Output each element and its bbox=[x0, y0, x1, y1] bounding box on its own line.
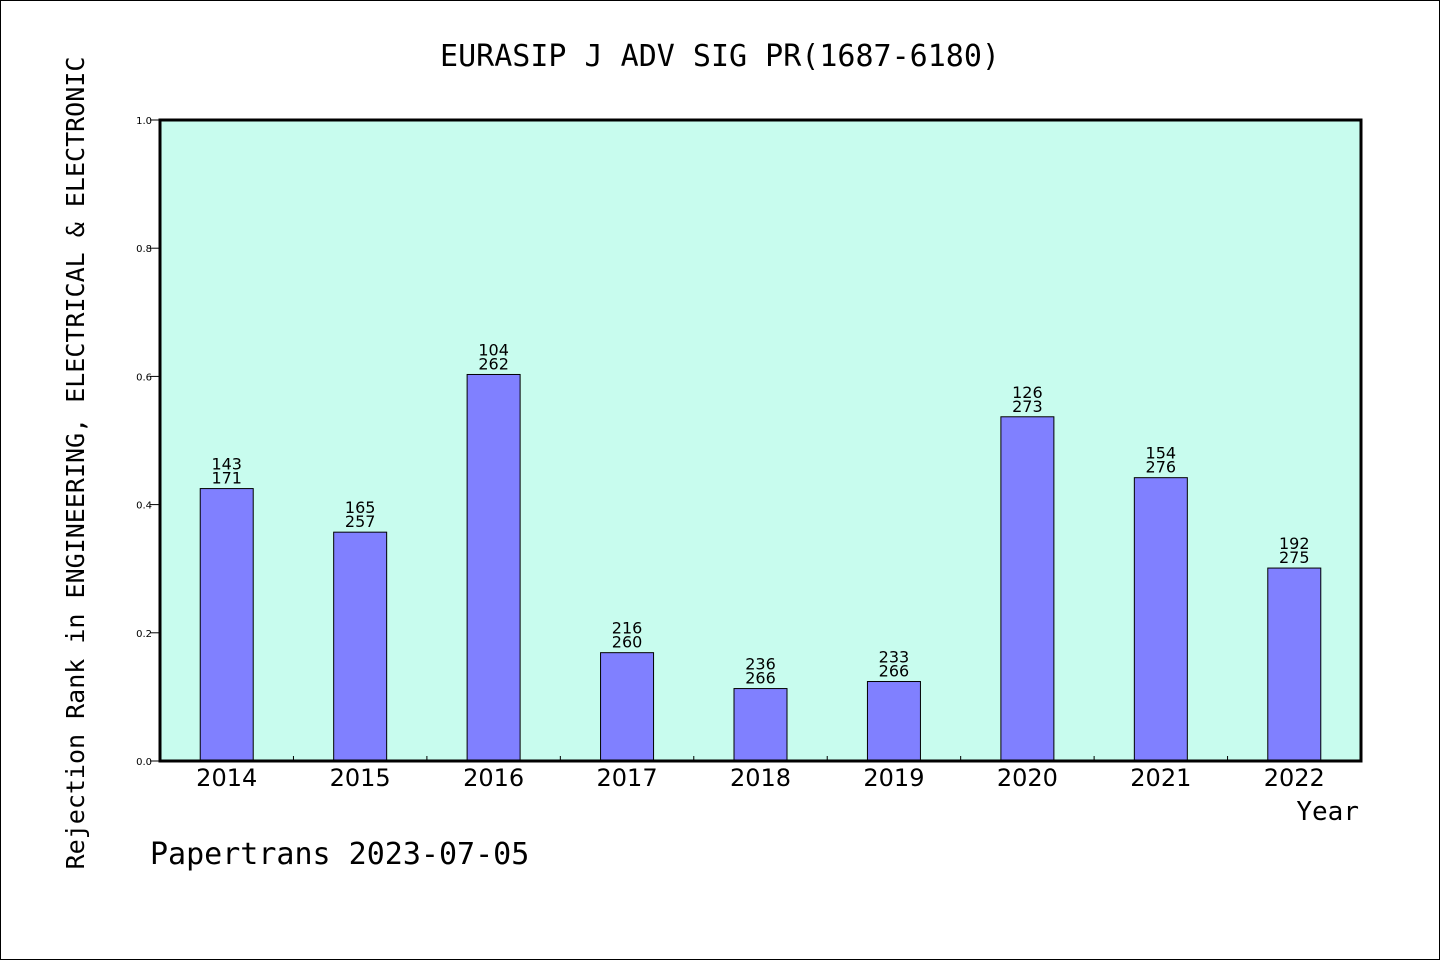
y-tick-label: 0.4 bbox=[136, 501, 152, 512]
footer-text: Papertrans 2023-07-05 bbox=[150, 837, 529, 872]
x-tick-label: 2016 bbox=[463, 764, 524, 792]
x-tick-label: 2019 bbox=[863, 764, 924, 792]
bar-2015 bbox=[333, 531, 388, 762]
bar-2018 bbox=[733, 688, 788, 762]
bar-2021 bbox=[1133, 477, 1188, 762]
plot-border bbox=[158, 118, 1363, 763]
x-tick-label: 2015 bbox=[330, 764, 391, 792]
x-tick-label: 2017 bbox=[597, 764, 658, 792]
x-tick-label: 2014 bbox=[196, 764, 257, 792]
bar-label-bottom: 262 bbox=[478, 354, 509, 373]
bar-label-top: 126 bbox=[1012, 383, 1043, 402]
bar-label-top: 233 bbox=[879, 648, 910, 667]
x-tick-label: 2020 bbox=[997, 764, 1058, 792]
bar-label-bottom: 260 bbox=[612, 633, 643, 652]
bar-label-bottom: 275 bbox=[1279, 548, 1310, 567]
y-tick-label: 0.6 bbox=[136, 372, 152, 383]
bar-label-bottom: 257 bbox=[345, 512, 376, 531]
y-axis: 0.0 0.2 0.4 0.6 0.8 1.0 bbox=[136, 116, 160, 768]
bar-labels: 1431711652571042622162602362662332661262… bbox=[211, 340, 1309, 687]
bar-2020 bbox=[1000, 416, 1055, 762]
bar-2014 bbox=[199, 488, 254, 762]
bar-label-bottom: 276 bbox=[1146, 458, 1177, 477]
bar-label-top: 104 bbox=[478, 340, 509, 359]
bar-label-top: 165 bbox=[345, 498, 376, 517]
x-tick-label: 2018 bbox=[730, 764, 791, 792]
y-axis-label: Rejection Rank in ENGINEERING, ELECTRICA… bbox=[61, 57, 90, 870]
bar-label-bottom: 266 bbox=[745, 669, 776, 688]
bar-2016 bbox=[466, 373, 521, 762]
y-tick-label: 0.0 bbox=[136, 757, 152, 768]
x-axis-label: Year bbox=[1296, 797, 1359, 827]
bar-label-top: 236 bbox=[745, 655, 776, 674]
bar-label-bottom: 171 bbox=[211, 469, 242, 488]
bar-label-bottom: 266 bbox=[879, 662, 910, 681]
bar-label-bottom: 273 bbox=[1012, 397, 1043, 416]
chart-title: EURASIP J ADV SIG PR(1687-6180) bbox=[440, 39, 1000, 74]
bar-2017 bbox=[600, 652, 655, 762]
bar-2019 bbox=[866, 681, 921, 762]
bar-label-top: 216 bbox=[612, 619, 643, 638]
x-tick-label: 2021 bbox=[1130, 764, 1191, 792]
bar-label-top: 154 bbox=[1146, 444, 1177, 463]
y-tick-label: 1.0 bbox=[136, 116, 152, 127]
bar-label-top: 192 bbox=[1279, 534, 1310, 553]
bars bbox=[199, 373, 1322, 762]
x-axis: 2014 2015 2016 2017 2018 2019 2020 2021 2022 bbox=[196, 764, 1325, 792]
bar-2022 bbox=[1267, 567, 1322, 762]
x-tick-label: 2022 bbox=[1264, 764, 1325, 792]
y-tick-label: 0.8 bbox=[136, 244, 152, 255]
bar-label-top: 143 bbox=[211, 455, 242, 474]
y-tick-label: 0.2 bbox=[136, 629, 152, 640]
